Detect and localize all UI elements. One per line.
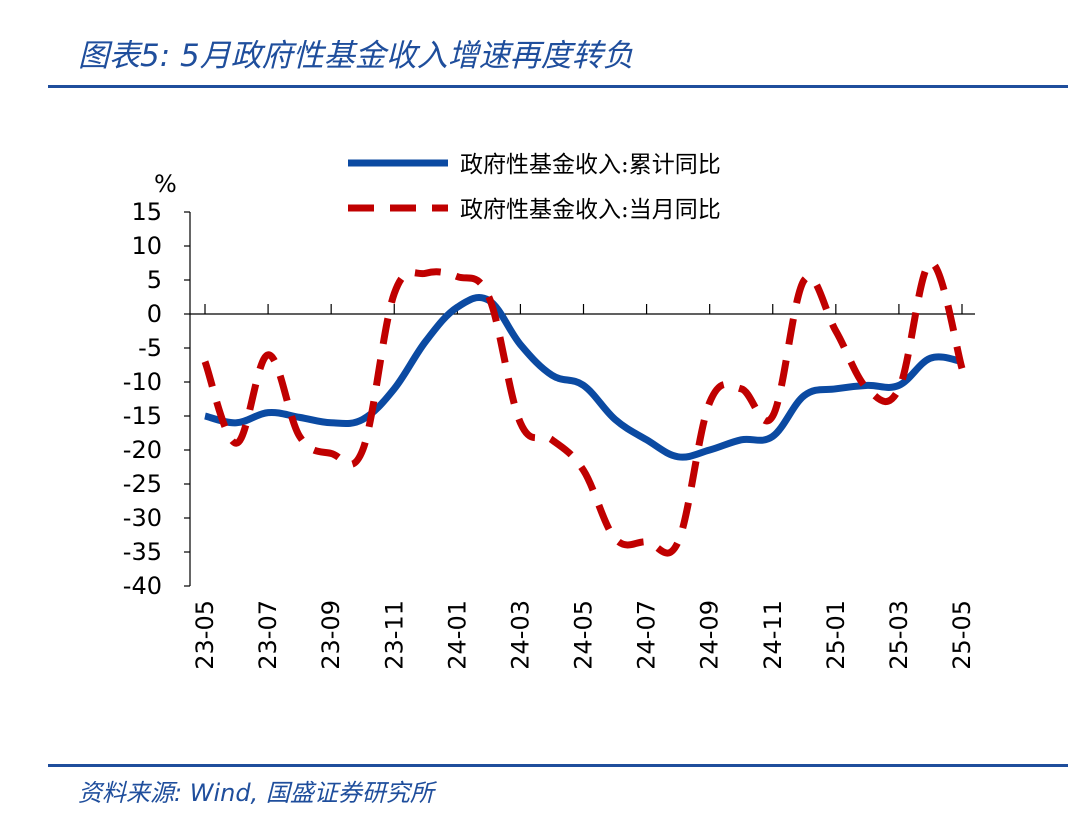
- source-note: 资料来源: Wind, 国盛证券研究所: [78, 779, 434, 807]
- x-tick-label: 25-01: [822, 600, 850, 670]
- y-tick-label: -10: [123, 368, 162, 396]
- x-tick-label: 24-07: [633, 600, 661, 670]
- y-tick-label: -20: [123, 436, 162, 464]
- series-line-monthly-yoy: [201, 259, 966, 557]
- x-tick-label: 23-09: [317, 600, 345, 670]
- y-tick-label: 0: [147, 300, 162, 328]
- y-tick-label: -35: [123, 538, 162, 566]
- y-tick-label: -30: [123, 504, 162, 532]
- x-tick-label: 23-11: [380, 600, 408, 670]
- footer-rule: [48, 764, 1068, 767]
- y-tick-label: 10: [131, 232, 162, 260]
- header-rule: [48, 85, 1068, 88]
- legend-label-cumulative: 政府性基金收入:累计同比: [460, 152, 721, 178]
- y-tick-label: -40: [123, 572, 162, 600]
- x-tick-label: 24-11: [759, 600, 787, 670]
- x-tick-label: 25-03: [885, 600, 913, 670]
- y-tick-label: 5: [147, 266, 162, 294]
- chart-title: 图表5: 5月政府性基金收入增速再度转负: [78, 38, 634, 74]
- chart-axes: 15 10 5 0 -5 -10 -15 -20 -25 -30 -35 -40% 23-05 23-07…: [123, 170, 976, 670]
- x-tick-label: 23-07: [254, 600, 282, 670]
- x-tick-label: 24-03: [506, 600, 534, 670]
- series-line-cumulative-yoy: [204, 294, 963, 461]
- x-tick-label: 23-05: [191, 600, 219, 670]
- series-layer: [201, 259, 966, 557]
- x-tick-label: 24-09: [696, 600, 724, 670]
- y-tick-label: -5: [138, 334, 162, 362]
- line-chart: 15 10 5 0 -5 -10 -15 -20 -25 -30 -35 -40% 23-05 23-07…: [123, 152, 976, 670]
- x-tick-label: 24-05: [570, 600, 598, 670]
- x-tick-label: 25-05: [948, 600, 976, 670]
- y-unit-label: %: [154, 170, 177, 198]
- y-tick-label: -15: [123, 402, 162, 430]
- y-tick-label: 15: [131, 198, 162, 226]
- y-tick-label: -25: [123, 470, 162, 498]
- legend-label-monthly: 政府性基金收入:当月同比: [460, 197, 721, 223]
- x-tick-label: 24-01: [443, 600, 471, 670]
